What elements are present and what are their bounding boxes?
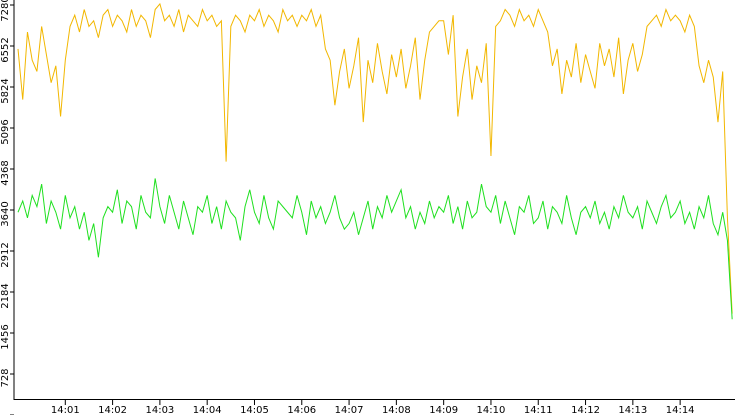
y-tick-label: 728 [0, 368, 11, 387]
x-tick-label: 14:07 [335, 405, 364, 415]
y-tick-label: 6552 [0, 37, 11, 62]
y-tick-label: 1456 [0, 324, 11, 349]
y-tick-label: 2912 [0, 242, 11, 267]
series-line [17, 2, 733, 314]
y-tick-label: 4368 [0, 160, 11, 185]
x-tick-label: 14:02 [98, 405, 127, 415]
y-tick-label: 5096 [0, 119, 11, 144]
y-tick-label: 2184 [0, 283, 11, 308]
x-tick-label: 14:14 [666, 405, 695, 415]
x-tick-label: 14:01 [51, 405, 80, 415]
y-tick-label: 7280 [0, 0, 11, 22]
x-tick-label: 14:12 [571, 405, 600, 415]
x-tick-label: 14:05 [240, 405, 269, 415]
x-tick-label: 14:13 [618, 405, 647, 415]
x-tick-label: 14:10 [477, 405, 506, 415]
x-tick-label: 14:03 [145, 405, 174, 415]
x-tick-label: 14:11 [524, 405, 553, 415]
y-tick-label: 3640 [0, 201, 11, 226]
x-tick-label: 14:04 [193, 405, 222, 415]
x-tick-label: 14:09 [429, 405, 458, 415]
series-line [17, 178, 733, 320]
y-tick-label: 5824 [0, 78, 11, 103]
x-tick-label: 14:06 [287, 405, 316, 415]
x-tick-label: 14:08 [382, 405, 411, 415]
